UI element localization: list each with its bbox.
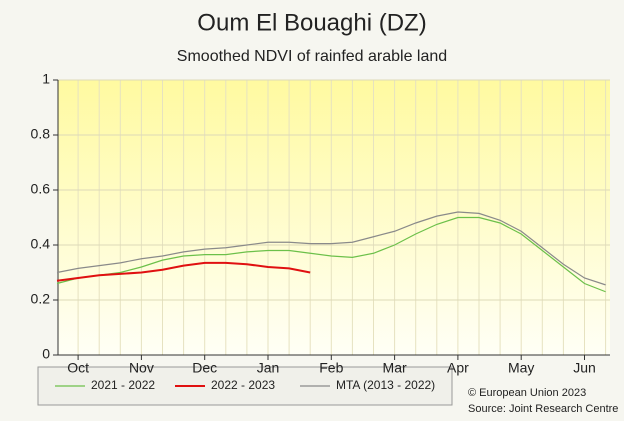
- x-tick-label: Oct: [67, 360, 89, 376]
- x-tick-label: Apr: [447, 360, 469, 376]
- chart-subtitle: Smoothed NDVI of rainfed arable land: [177, 48, 447, 65]
- footer-line: © European Union 2023: [468, 387, 586, 399]
- y-tick-label: 0.8: [31, 126, 51, 142]
- legend-label: MTA (2013 - 2022): [336, 378, 435, 392]
- y-tick-label: 0: [42, 346, 50, 362]
- legend-box: [37, 366, 453, 406]
- footer-line: Source: Joint Research Centre: [468, 403, 618, 415]
- x-tick-label: Nov: [129, 360, 154, 376]
- y-tick-label: 0.4: [31, 236, 51, 252]
- y-tick-label: 0.6: [31, 181, 51, 197]
- plot-area: [58, 80, 610, 355]
- legend-label: 2021 - 2022: [91, 378, 155, 392]
- series-line: [56, 261, 311, 282]
- x-tick-label: Feb: [319, 360, 343, 376]
- chart-title: Oum El Bouaghi (DZ): [197, 9, 426, 36]
- series-line: [56, 216, 606, 293]
- x-tick-label: May: [508, 360, 534, 376]
- y-tick-label: 1: [42, 71, 50, 87]
- legend-label: 2022 - 2023: [211, 378, 275, 392]
- x-tick-label: Mar: [383, 360, 407, 376]
- x-tick-label: Jun: [573, 360, 596, 376]
- y-tick-label: 0.2: [31, 291, 51, 307]
- x-tick-label: Dec: [192, 360, 217, 376]
- x-tick-label: Jan: [257, 360, 280, 376]
- series-line: [56, 211, 606, 286]
